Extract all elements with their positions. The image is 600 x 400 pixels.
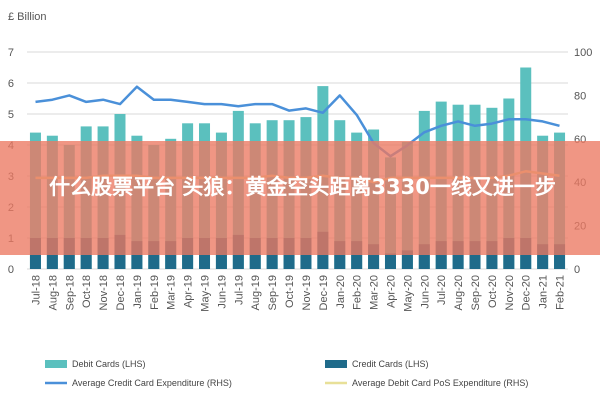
x-tick-label: May-19 [200, 275, 212, 312]
legend: Debit Cards (LHS) Credit Cards (LHS) Avera… [45, 359, 528, 388]
right-tick-label: 80 [574, 90, 586, 102]
left-tick-label: 6 [8, 78, 14, 90]
credit-bar [486, 241, 498, 269]
legend-label: Debit Cards (LHS) [72, 359, 146, 369]
x-tick-label: Jan-19 [132, 275, 144, 309]
x-tick-label: Oct-20 [487, 275, 499, 308]
x-tick-label: Feb-21 [555, 275, 567, 310]
x-tick-label: Sep-19 [267, 275, 279, 310]
x-tick-label: Jan-20 [335, 275, 347, 309]
left-tick-label: 7 [8, 47, 14, 59]
x-tick-label: Sep-18 [64, 275, 76, 310]
x-tick-label: Oct-18 [81, 275, 93, 308]
headline-banner [0, 141, 600, 255]
x-tick-label: Nov-18 [98, 275, 110, 310]
legend-swatch [325, 360, 347, 368]
legend-swatch [45, 360, 67, 368]
x-axis-ticks: Jul-18 Aug-18 Sep-18 Oct-18 Nov-18 Dec-18 Jan-… [30, 275, 566, 312]
credit-bar [384, 253, 396, 269]
x-tick-label: Apr-20 [385, 275, 397, 308]
x-tick-label: Jul-19 [233, 275, 245, 305]
credit-bar [401, 250, 413, 269]
x-tick-label: May-20 [402, 275, 414, 312]
credit-bar [368, 244, 380, 269]
credit-bar [351, 241, 363, 269]
x-tick-label: Jul-20 [436, 275, 448, 305]
credit-expenditure-line [35, 85, 560, 158]
x-tick-label: Mar-19 [166, 275, 178, 310]
credit-bar [334, 241, 346, 269]
legend-label: Average Credit Card Expenditure (RHS) [72, 378, 232, 388]
x-tick-label: Nov-20 [504, 275, 516, 310]
right-tick-label: 0 [574, 264, 580, 276]
x-tick-label: Aug-20 [453, 275, 465, 310]
x-tick-label: Mar-20 [369, 275, 381, 310]
credit-bar [469, 241, 481, 269]
credit-bar [418, 244, 430, 269]
x-tick-label: Aug-18 [47, 275, 59, 310]
credit-bar [165, 241, 177, 269]
x-tick-label: Dec-19 [318, 275, 330, 310]
legend-label: Average Debit Card PoS Expenditure (RHS) [352, 378, 528, 388]
left-tick-label: 5 [8, 109, 14, 121]
credit-bar [554, 244, 566, 269]
x-tick-label: Feb-20 [352, 275, 364, 310]
x-tick-label: Dec-20 [521, 275, 533, 310]
credit-bar [537, 244, 549, 269]
x-tick-label: Aug-19 [250, 275, 262, 310]
credit-bar [131, 241, 143, 269]
x-tick-label: Dec-18 [115, 275, 127, 310]
headline-text[interactable]: 什么股票平台 头狼：黄金空头距离3330一线又进一步 [49, 175, 556, 199]
x-tick-label: Feb-19 [149, 275, 161, 310]
x-tick-label: Sep-20 [470, 275, 482, 310]
x-tick-label: Nov-19 [301, 275, 313, 310]
x-tick-label: Oct-19 [284, 275, 296, 308]
credit-bar [452, 241, 464, 269]
x-tick-label: Jun-20 [419, 275, 431, 309]
credit-bar [148, 241, 160, 269]
x-tick-label: Apr-19 [183, 275, 195, 308]
left-axis-unit: £ Billion [8, 11, 47, 23]
credit-bar [435, 241, 447, 269]
right-tick-label: 100 [574, 47, 592, 59]
legend-label: Credit Cards (LHS) [352, 359, 429, 369]
left-tick-label: 0 [8, 264, 14, 276]
x-tick-label: Jan-21 [538, 275, 550, 309]
x-tick-label: Jul-18 [30, 275, 42, 305]
x-tick-label: Jun-19 [216, 275, 228, 309]
